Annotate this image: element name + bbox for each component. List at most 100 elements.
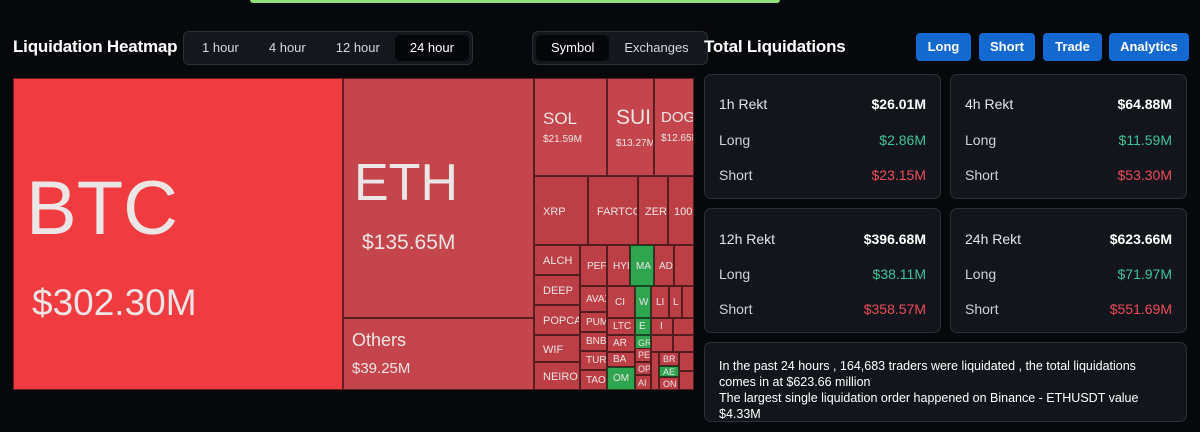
tile-small[interactable] <box>679 371 694 390</box>
tile-pum[interactable]: PUM <box>580 312 607 332</box>
card-total: $396.68M <box>863 231 926 247</box>
tile-symbol: E <box>639 321 646 332</box>
card-period: 12h Rekt <box>719 231 776 247</box>
tile-symbol: OP <box>638 364 651 374</box>
total-liquidations-title: Total Liquidations <box>704 37 846 56</box>
card-period: 24h Rekt <box>965 231 1022 247</box>
tile-others[interactable]: Others $39.25M <box>343 318 534 390</box>
tile-ba[interactable]: BA <box>607 352 635 367</box>
card-long-label: Long <box>965 132 997 148</box>
tile-eth[interactable]: ETH $135.65M <box>343 78 534 318</box>
card-short-value: $53.30M <box>1117 167 1172 183</box>
tile-br[interactable]: BR <box>659 352 679 366</box>
card-long-value: $2.86M <box>879 132 926 148</box>
card-short-value: $23.15M <box>871 167 926 183</box>
tile-op[interactable]: OP <box>635 362 651 375</box>
tile-symbol: Others <box>352 330 407 350</box>
tile-om[interactable]: OM <box>607 367 635 390</box>
tile-symbol: POPCAT <box>543 315 579 327</box>
tile-value: $302.30M <box>32 282 197 323</box>
card-long-value: $38.11M <box>872 266 926 282</box>
tile-e[interactable]: E <box>635 318 651 335</box>
liquidation-heatmap: BTC $302.30M ETH $135.65M Others $39.25M… <box>13 78 694 390</box>
tile-symbol: PE <box>638 350 651 360</box>
analytics-button[interactable]: Analytics <box>1109 33 1189 61</box>
tile-symbol: ON <box>663 379 677 389</box>
tile-zerebro[interactable]: ZERE <box>638 176 668 245</box>
tile-w[interactable]: W <box>635 286 651 318</box>
tile-sol[interactable]: SOL $21.59M <box>534 78 607 176</box>
tile-symbol: ZERE <box>645 206 667 218</box>
timeframe-selector: 1 hour 4 hour 12 hour 24 hour <box>183 31 473 65</box>
card-long-label: Long <box>719 266 751 282</box>
tile-value: $21.59M <box>543 134 582 145</box>
trade-button[interactable]: Trade <box>1043 33 1102 61</box>
tile-ci[interactable]: CI <box>607 286 635 318</box>
tile-popcat[interactable]: POPCAT <box>534 305 580 335</box>
tile-ae[interactable]: AE <box>659 366 679 377</box>
tile-pe[interactable]: PEF <box>580 245 607 286</box>
tile-small[interactable] <box>679 352 694 371</box>
tile-ma[interactable]: MA <box>630 245 654 286</box>
tile-li[interactable]: LI <box>651 286 669 318</box>
tile-100[interactable]: 100 <box>668 176 694 245</box>
timeframe-24h-tab[interactable]: 24 hour <box>394 35 469 61</box>
tile-symbol: BR <box>663 354 676 364</box>
tile-small[interactable] <box>651 352 659 390</box>
tile-small[interactable] <box>673 318 694 335</box>
timeframe-12h-tab[interactable]: 12 hour <box>335 40 380 55</box>
tile-btc[interactable]: BTC $302.30M <box>13 78 343 390</box>
timeframe-1h-tab[interactable]: 1 hour <box>202 40 239 55</box>
tile-symbol: L <box>673 297 679 308</box>
tile-symbol: XRP <box>543 206 566 218</box>
tile-symbol: AI <box>638 378 647 388</box>
view-exchanges-tab[interactable]: Exchanges <box>624 40 689 55</box>
tile-symbol: NEIRO <box>543 371 578 383</box>
tile-on[interactable]: ON <box>659 377 679 390</box>
tile-symbol: PEF <box>587 261 607 272</box>
tile-pe2[interactable]: PE <box>635 348 651 362</box>
tile-tao[interactable]: TAO <box>580 370 607 390</box>
tile-wif[interactable]: WIF <box>534 335 580 362</box>
tile-ai[interactable]: AI <box>635 375 651 390</box>
view-symbol-tab[interactable]: Symbol <box>536 35 610 61</box>
tile-sui[interactable]: SUI $13.27M <box>607 78 654 176</box>
card-long-label: Long <box>719 132 751 148</box>
tile-deep[interactable]: DEEP <box>534 275 580 305</box>
tile-symbol: TURI <box>586 355 607 366</box>
tile-alch[interactable]: ALCH <box>534 245 580 275</box>
rekt-card-1h: 1h Rekt $26.01M Long $2.86M Short $23.15M <box>704 74 941 199</box>
tile-symbol: BNB <box>586 336 607 347</box>
timeframe-4h-tab[interactable]: 4 hour <box>268 40 306 55</box>
tile-doge[interactable]: DOG $12.65M <box>654 78 694 176</box>
tile-avax[interactable]: AVAX <box>580 286 607 312</box>
tile-symbol: SOL <box>543 109 578 128</box>
long-button[interactable]: Long <box>916 33 971 61</box>
tile-symbol: W <box>639 297 649 308</box>
tile-xrp[interactable]: XRP <box>534 176 588 245</box>
tile-symbol: AR <box>613 338 627 349</box>
tile-ad[interactable]: AD <box>654 245 674 286</box>
tile-symbol: DOG <box>661 109 694 126</box>
tile-hy[interactable]: HYI <box>607 245 630 286</box>
tile-small[interactable] <box>682 286 694 318</box>
tile-small[interactable] <box>673 335 694 352</box>
tile-ltc[interactable]: LTC <box>607 318 635 335</box>
short-button[interactable]: Short <box>979 33 1035 61</box>
tile-small[interactable] <box>674 245 694 286</box>
rekt-card-4h: 4h Rekt $64.88M Long $11.59M Short $53.30M <box>950 74 1187 199</box>
tile-symbol: LTC <box>613 321 632 332</box>
tile-symbol: SUI <box>616 106 652 129</box>
tile-i[interactable]: I <box>651 318 673 335</box>
tile-value: $13.27M <box>616 138 654 149</box>
tile-fartcoin[interactable]: FARTCO <box>588 176 638 245</box>
summary-line-2: The largest single liquidation order hap… <box>719 391 1139 421</box>
tile-small[interactable] <box>651 335 673 352</box>
summary-line-1: In the past 24 hours , 164,683 traders w… <box>719 359 1136 389</box>
tile-ar[interactable]: AR <box>607 335 635 352</box>
tile-l[interactable]: L <box>669 286 682 318</box>
tile-bnb[interactable]: BNB <box>580 332 607 351</box>
tile-neiro[interactable]: NEIRO <box>534 362 580 390</box>
tile-symbol: GR <box>638 338 651 348</box>
tile-turi[interactable]: TURI <box>580 351 607 370</box>
